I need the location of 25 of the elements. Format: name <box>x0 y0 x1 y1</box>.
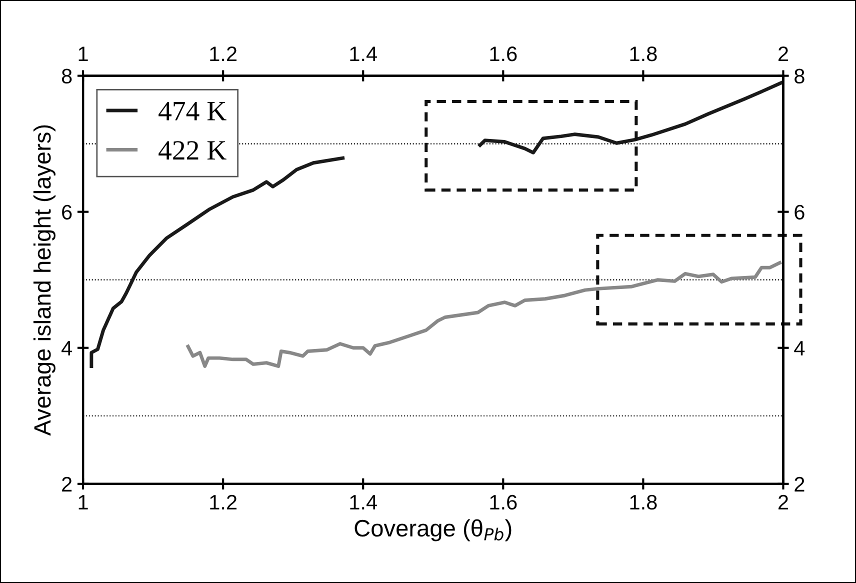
x-tick-label: 1.8 <box>630 494 657 510</box>
legend-label: 474 K <box>158 102 226 120</box>
y-tick-label: 4 <box>62 341 72 356</box>
x-tick-label: 1.4 <box>350 495 377 510</box>
legend-label: 422 K <box>158 141 226 160</box>
y2-tick-label: 2 <box>794 476 804 492</box>
y2-tick-label: 6 <box>794 204 804 220</box>
x2-tick-label: 2 <box>778 46 788 62</box>
y2-tick-label: 4 <box>794 341 805 356</box>
y-axis-title: Average island height (layers) <box>33 125 56 436</box>
line-series <box>186 261 782 368</box>
x2-tick-label: 1.4 <box>350 46 377 62</box>
x-tick-label: 1 <box>78 495 88 510</box>
x2-tick-label: 1.8 <box>630 46 657 62</box>
x2-tick-label: 1 <box>78 46 88 62</box>
x-tick-label: 1.2 <box>210 494 237 510</box>
x-tick-label: 1.6 <box>490 494 517 510</box>
x-axis-title: Coverage (θ$_{Pb}$) <box>354 519 512 542</box>
x-tick-label: 2 <box>778 494 788 510</box>
y-tick-label: 6 <box>62 204 72 220</box>
x2-tick-label: 1.2 <box>210 46 237 62</box>
y-tick-label: 2 <box>62 476 72 492</box>
y2-tick-label: 8 <box>794 68 804 84</box>
y-tick-label: 8 <box>62 68 72 84</box>
x2-tick-label: 1.6 <box>490 46 517 62</box>
